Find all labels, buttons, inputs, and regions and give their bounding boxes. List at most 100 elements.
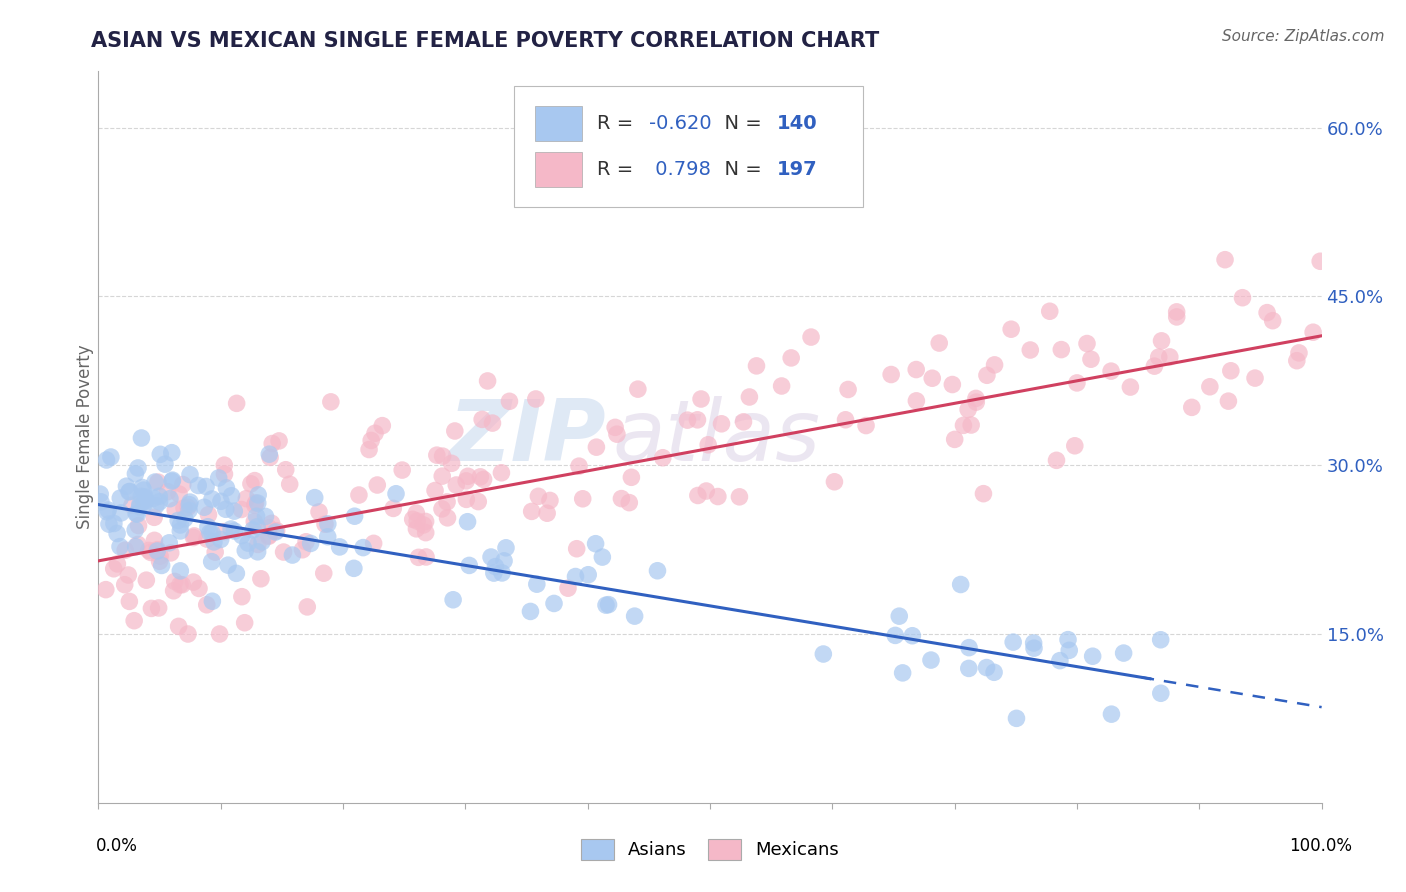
Point: [446, 478, 468, 492]
Point: [329, 540, 352, 554]
Point: [209, 494, 232, 508]
Point: [391, 463, 413, 477]
Point: [479, 549, 502, 564]
Point: [245, 496, 267, 510]
Point: [124, 523, 146, 537]
Point: [246, 545, 269, 559]
Point: [780, 351, 803, 365]
Point: [131, 431, 153, 445]
Point: [304, 491, 326, 505]
Point: [728, 490, 751, 504]
Text: atlas: atlas: [612, 395, 820, 479]
Point: [430, 502, 453, 516]
Point: [146, 542, 169, 557]
Point: [627, 382, 650, 396]
Point: [114, 543, 136, 558]
Point: [949, 577, 972, 591]
FancyBboxPatch shape: [536, 106, 582, 141]
Point: [905, 362, 928, 376]
Point: [536, 506, 558, 520]
Point: [124, 467, 146, 481]
Point: [266, 524, 288, 538]
Point: [1119, 380, 1142, 394]
Point: [316, 516, 339, 531]
Point: [291, 542, 314, 557]
Point: [259, 450, 281, 465]
Point: [651, 450, 673, 465]
Point: [965, 395, 987, 409]
Point: [110, 506, 132, 520]
Point: [1080, 352, 1102, 367]
Point: [1063, 439, 1085, 453]
Point: [127, 461, 149, 475]
Point: [1022, 641, 1045, 656]
Point: [676, 413, 699, 427]
Point: [172, 578, 194, 592]
Point: [364, 426, 387, 441]
Point: [259, 447, 281, 461]
Point: [100, 450, 122, 464]
Point: [538, 493, 561, 508]
Legend: Asians, Mexicans: Asians, Mexicans: [574, 831, 846, 867]
Point: [952, 418, 974, 433]
Point: [127, 507, 149, 521]
Point: [1198, 380, 1220, 394]
Point: [1143, 359, 1166, 373]
Point: [1101, 707, 1123, 722]
Point: [576, 567, 599, 582]
Point: [408, 550, 430, 565]
Point: [179, 495, 201, 509]
Point: [134, 497, 156, 511]
Text: 0.0%: 0.0%: [96, 837, 138, 855]
Point: [169, 524, 191, 538]
Point: [1081, 649, 1104, 664]
Point: [195, 598, 218, 612]
Point: [134, 490, 156, 504]
Point: [169, 578, 191, 592]
Point: [477, 374, 499, 388]
Point: [402, 512, 425, 526]
Point: [405, 506, 427, 520]
Point: [167, 619, 190, 633]
Point: [1302, 325, 1324, 339]
Point: [108, 540, 131, 554]
Point: [360, 434, 382, 448]
Point: [159, 546, 181, 560]
Point: [132, 483, 155, 497]
Point: [800, 330, 823, 344]
Point: [606, 427, 628, 442]
Point: [135, 573, 157, 587]
Point: [231, 590, 253, 604]
Point: [366, 478, 388, 492]
Point: [591, 550, 613, 565]
Point: [960, 417, 983, 432]
Point: [177, 500, 200, 515]
Point: [823, 475, 845, 489]
Point: [1066, 376, 1088, 390]
Point: [1309, 254, 1331, 268]
Point: [494, 554, 516, 568]
Point: [167, 513, 190, 527]
Point: [273, 545, 295, 559]
Point: [1057, 643, 1080, 657]
Point: [143, 533, 166, 548]
Point: [921, 371, 943, 385]
Point: [813, 647, 835, 661]
Text: N =: N =: [713, 160, 769, 179]
Point: [308, 505, 330, 519]
Point: [118, 484, 141, 499]
Point: [441, 592, 464, 607]
Point: [623, 609, 645, 624]
Point: [208, 471, 231, 485]
Point: [97, 517, 120, 532]
Point: [103, 562, 125, 576]
Point: [1150, 334, 1173, 348]
Point: [470, 470, 492, 484]
Point: [215, 481, 238, 495]
Point: [495, 541, 517, 555]
Point: [250, 572, 273, 586]
Point: [1076, 336, 1098, 351]
Point: [105, 557, 128, 571]
Point: [127, 537, 149, 551]
Point: [928, 336, 950, 351]
